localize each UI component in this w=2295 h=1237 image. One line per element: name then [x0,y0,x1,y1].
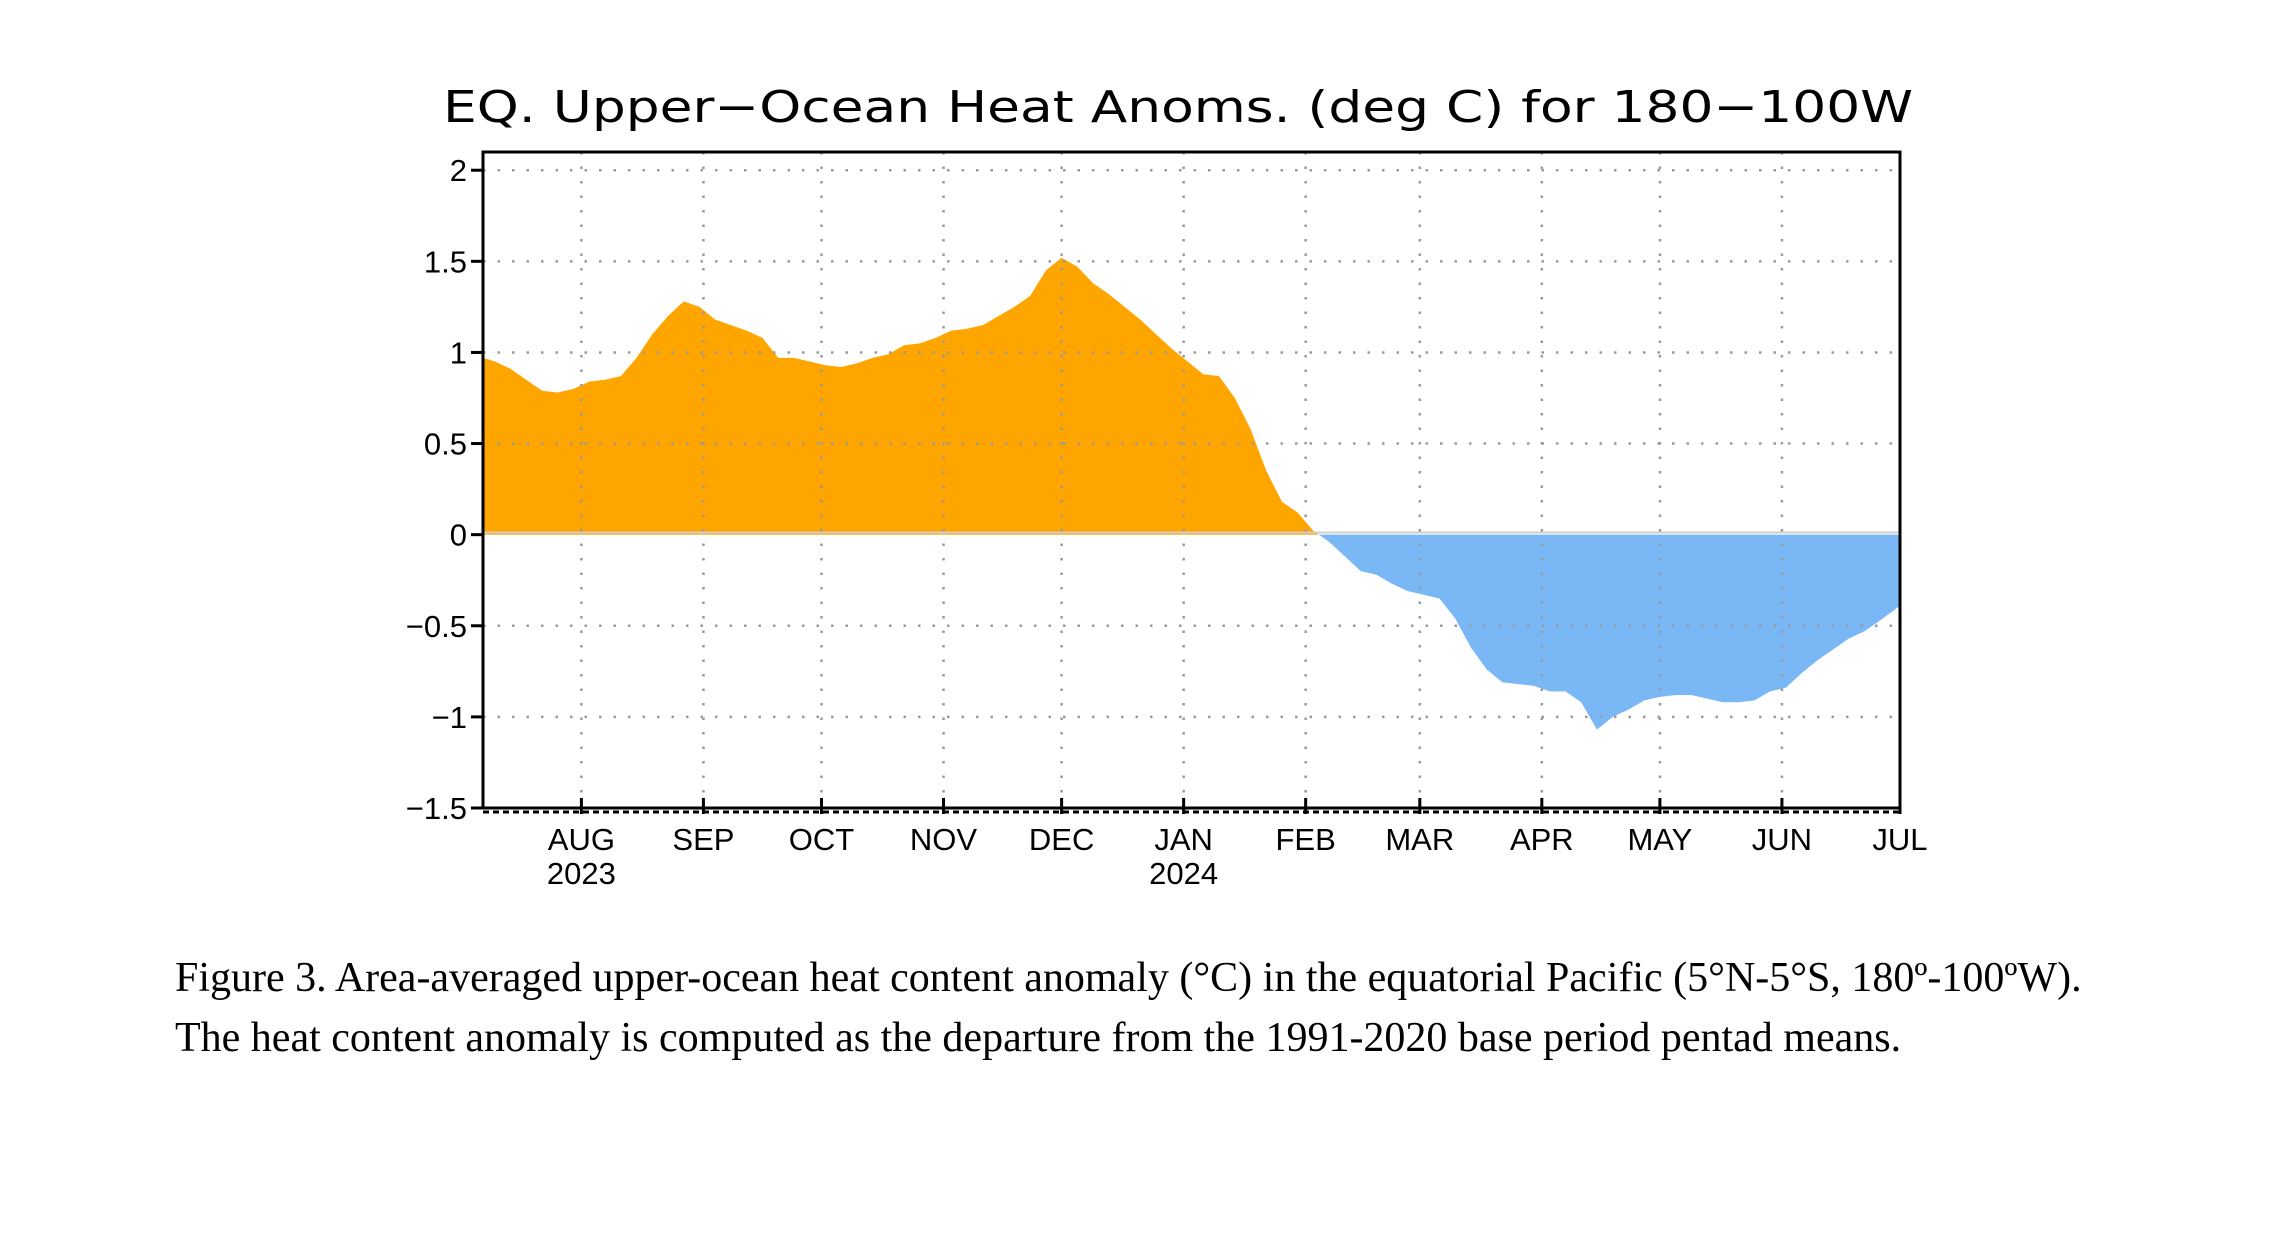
chart-title: EQ. Upper−Ocean Heat Anoms. (deg C) for … [443,82,1913,133]
y-tick-label: 2 [450,153,467,188]
x-tick-label: FEB [1275,822,1335,857]
x-tick-year-label: 2023 [547,856,616,891]
y-tick-label: 1.5 [424,244,467,279]
x-tick-label: MAY [1627,822,1692,857]
x-tick-label: JUN [1752,822,1812,857]
x-tick-label: APR [1510,822,1574,857]
plot-frame [481,150,1902,810]
figure-caption: Figure 3. Area-averaged upper-ocean heat… [175,955,2082,1061]
y-tick-label: 0 [450,518,467,553]
y-tick-label: −1.5 [406,791,467,826]
x-tick-label: SEP [672,822,734,857]
x-tick-label: AUG [548,822,615,857]
anomaly-area-layer [483,257,1900,730]
x-tick-label: MAR [1385,822,1454,857]
y-axis: 2 1.5 1 0.5 0 −0.5 −1 −1.5 [406,153,483,826]
x-tick-label: JAN [1154,822,1213,857]
y-tick-label: −0.5 [406,609,467,644]
x-tick-year-label: 2024 [1149,856,1218,891]
x-tick-label: OCT [789,822,855,857]
x-tick-label: DEC [1029,822,1094,857]
y-tick-label: 1 [450,335,467,370]
negative-anomaly-area [483,534,1900,730]
x-tick-label: JUL [1872,822,1927,857]
y-tick-label: 0.5 [424,427,467,462]
positive-anomaly-area [483,257,1900,535]
x-tick-label: NOV [910,822,978,857]
y-tick-label: −1 [432,700,467,735]
